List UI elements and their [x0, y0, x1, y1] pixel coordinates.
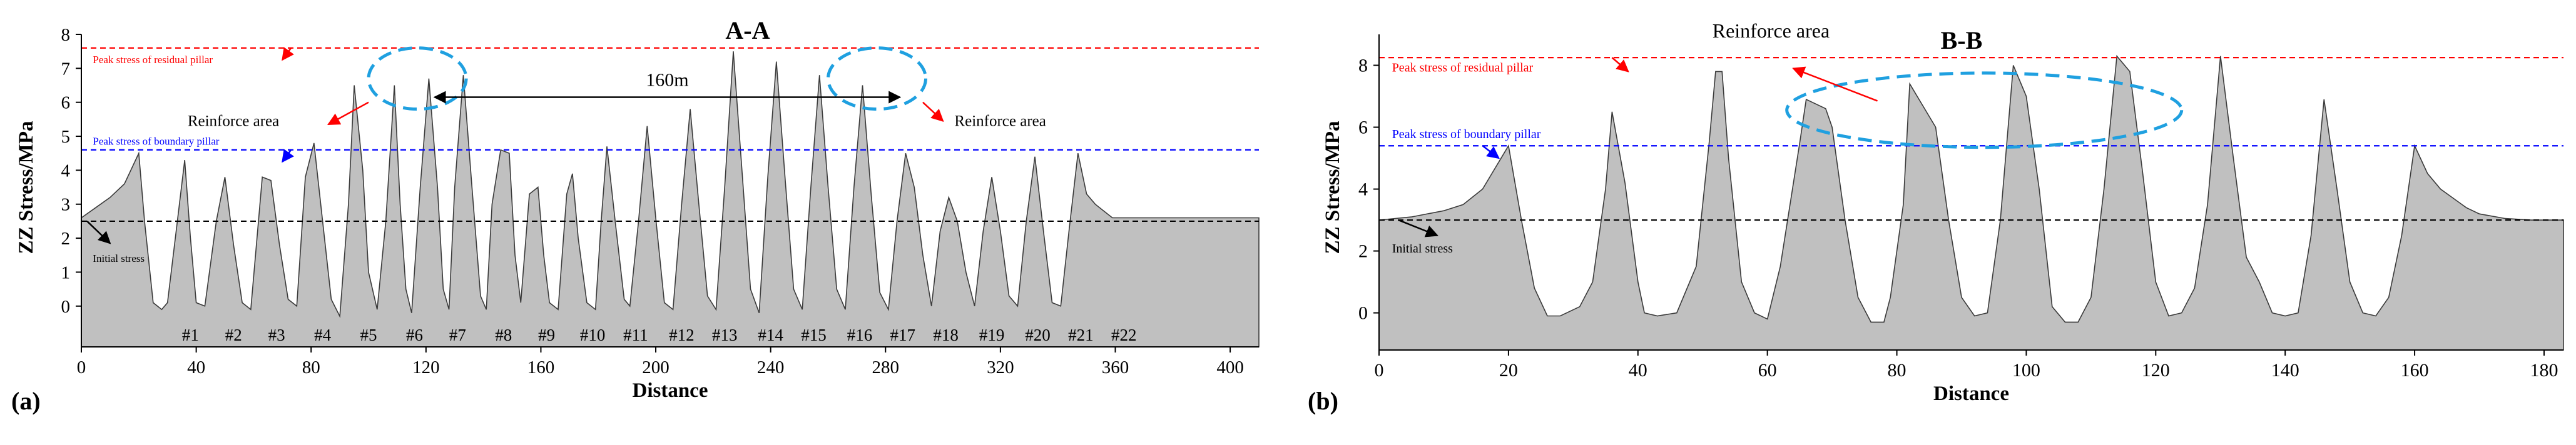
x-tick-label-a: 160 — [527, 358, 555, 378]
x-tick-label-b: 40 — [1629, 360, 1647, 381]
pillar-label: #4 — [314, 326, 332, 344]
pillar-label: #9 — [538, 326, 555, 344]
y-tick-label-a: 2 — [61, 229, 71, 249]
panel-a: 0 40 80 120 160 200 240 280 320 360 400 0 1 2 3 4 5 6 7 8 Di… — [11, 16, 1260, 415]
y-tick-label-b: 6 — [1358, 118, 1368, 138]
pillar-label: #5 — [360, 326, 377, 344]
annotation-arrow — [86, 221, 111, 244]
reference-line-label: Peak stress of boundary pillar — [1392, 128, 1541, 141]
pillar-label: #8 — [495, 326, 512, 344]
annotation-arrow — [1482, 145, 1500, 159]
y-tick-label-a: 1 — [61, 262, 71, 282]
panel-b: 0 20 40 60 80 100 120 140 160 180 0 2 4 6 8 Distance ZZ … — [1308, 19, 2564, 415]
annotation-arrow — [282, 47, 294, 61]
reinforce-area-ellipse — [826, 46, 928, 111]
y-axis-label-a: ZZ Stress/MPa — [15, 121, 38, 254]
x-tick-label-a: 200 — [642, 358, 669, 378]
pillar-label: #17 — [890, 326, 916, 344]
x-tick-label-a: 80 — [302, 358, 320, 378]
chart-title-b: B-B — [1941, 26, 1983, 54]
x-tick-label-a: 360 — [1102, 358, 1129, 378]
pillar-label: #1 — [182, 326, 199, 344]
pillar-label: #13 — [712, 326, 738, 344]
y-tick-label-b: 2 — [1358, 241, 1368, 262]
x-tick-label-a: 240 — [757, 358, 785, 378]
y-tick-label-a: 7 — [61, 59, 71, 79]
annotation-arrow — [282, 149, 294, 163]
reinforce-area-label: Reinforce area — [954, 113, 1046, 130]
x-tick-label-a: 0 — [77, 358, 86, 378]
x-tick-label-b: 0 — [1375, 360, 1384, 381]
reinforce-area-ellipse — [367, 46, 468, 111]
pillar-label: #21 — [1068, 326, 1094, 344]
x-tick-label-a: 120 — [412, 358, 440, 378]
y-tick-label-b: 8 — [1358, 56, 1368, 76]
pillar-label: #20 — [1025, 326, 1051, 344]
x-axis-label-b: Distance — [1933, 382, 2009, 405]
pillar-label: #19 — [979, 326, 1005, 344]
chart-title-a: A-A — [725, 16, 770, 44]
x-tick-label-b: 120 — [2142, 360, 2170, 381]
pillar-label: #3 — [268, 326, 285, 344]
reference-line-label: Initial stress — [93, 252, 145, 264]
x-axis-label-a: Distance — [633, 379, 708, 402]
reference-line-label: Initial stress — [1392, 242, 1453, 256]
y-tick-label-a: 0 — [61, 297, 71, 317]
annotation-arrow — [1398, 219, 1438, 238]
panel-label-a: (a) — [11, 387, 41, 415]
pillar-label: #22 — [1111, 326, 1137, 344]
stress-area-b — [1378, 54, 2564, 351]
reference-line-label: Peak stress of residual pillar — [1392, 61, 1534, 74]
reinforce-area-label: Reinforce area — [1713, 19, 1830, 42]
reference-line-label: Peak stress of residual pillar — [93, 54, 213, 66]
pillar-label: #16 — [847, 326, 873, 344]
pillar-label: #11 — [623, 326, 648, 344]
x-tick-label-a: 320 — [987, 358, 1014, 378]
x-tick-label-b: 180 — [2530, 360, 2558, 381]
y-tick-label-a: 5 — [61, 127, 71, 147]
stress-area-a — [81, 51, 1260, 348]
annotation-arrow — [922, 101, 944, 122]
pillar-label: #14 — [758, 326, 783, 344]
y-axis-label-b: ZZ Stress/MPa — [1321, 121, 1344, 254]
reinforce-area-label: Reinforce area — [188, 113, 279, 130]
annotation-arrow — [1611, 57, 1629, 72]
pillar-label: #10 — [580, 326, 606, 344]
x-tick-label-b: 160 — [2401, 360, 2429, 381]
pillar-label: #2 — [225, 326, 242, 344]
panel-label-b: (b) — [1308, 387, 1338, 415]
pillar-label: #6 — [406, 326, 423, 344]
y-tick-label-a: 8 — [61, 25, 71, 45]
y-tick-label-a: 6 — [61, 93, 71, 113]
x-tick-label-a: 40 — [187, 358, 205, 378]
reference-line-label: Peak stress of boundary pillar — [93, 136, 219, 148]
annotation-arrow — [327, 101, 369, 126]
x-tick-label-b: 20 — [1499, 360, 1518, 381]
pillar-label: #18 — [933, 326, 959, 344]
pillar-label: #12 — [669, 326, 695, 344]
y-tick-label-a: 3 — [61, 195, 71, 215]
x-tick-label-a: 400 — [1216, 358, 1244, 378]
pillar-label: #15 — [801, 326, 827, 344]
x-tick-label-a: 280 — [872, 358, 900, 378]
annotation-arrow — [1792, 66, 1878, 102]
x-tick-label-b: 140 — [2271, 360, 2299, 381]
x-tick-label-b: 100 — [2012, 360, 2040, 381]
y-tick-label-a: 4 — [61, 161, 71, 181]
pillar-label: #7 — [449, 326, 466, 344]
x-tick-label-b: 80 — [1888, 360, 1907, 381]
x-tick-label-b: 60 — [1758, 360, 1777, 381]
reinforce-area-ellipse — [1785, 71, 2184, 149]
y-tick-label-b: 0 — [1358, 303, 1368, 324]
y-tick-label-b: 4 — [1358, 179, 1368, 200]
span-label: 160m — [646, 70, 688, 91]
